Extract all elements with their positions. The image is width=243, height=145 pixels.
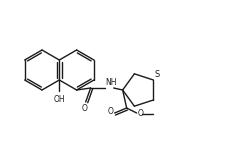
Text: O: O [108,107,113,116]
Text: OH: OH [53,95,65,104]
Text: NH: NH [106,78,117,87]
Text: S: S [154,70,160,79]
Text: O: O [82,104,87,113]
Text: O: O [138,108,144,117]
